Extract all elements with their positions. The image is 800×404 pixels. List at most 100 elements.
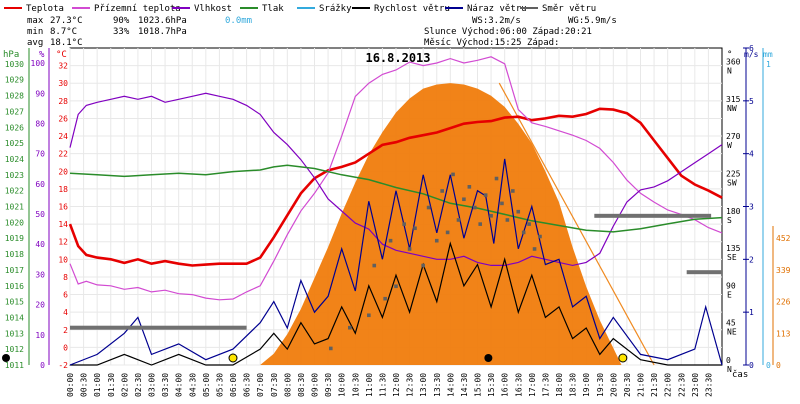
axes: 00:00 00:30 01:00 01:30 02:00 02:30 03:00 03:30… — [5, 44, 791, 397]
y-tick-direction-name: W — [727, 141, 732, 150]
y-tick-temperature: 6 — [63, 291, 68, 300]
wind-direction-point — [407, 247, 412, 251]
y-tick-temperature: 18 — [58, 185, 68, 194]
y-tick-pressure: 1024 — [5, 155, 24, 164]
wind-direction-point — [456, 218, 461, 222]
x-tick-label: 04:30 — [188, 373, 197, 397]
y-tick-temperature: 28 — [58, 97, 68, 106]
y-tick-pressure: 1014 — [5, 313, 24, 322]
x-tick-label: 10:30 — [351, 373, 360, 397]
wind-direction-point — [426, 205, 431, 210]
y-tick-direction-name: NW — [727, 104, 737, 113]
y-tick-wind: 6 — [749, 44, 754, 53]
direction-bar — [594, 213, 712, 218]
legend: Teplota Přízemní teplota Vlhkost Tlak Srážky… — [4, 4, 596, 14]
y-tick-pressure: 1029 — [5, 76, 24, 85]
x-tick-label: 20:00 — [609, 373, 618, 397]
wind-direction-point — [511, 189, 515, 193]
x-tick-label: 21:30 — [650, 373, 659, 397]
y-tick-pressure: 1012 — [5, 345, 24, 354]
axis-unit-pressure: hPa — [3, 50, 19, 60]
wind-direction-point — [451, 172, 455, 177]
y-tick-direction: 270 — [726, 132, 741, 141]
chart-title: 16.8.2013 — [365, 51, 430, 65]
axis-unit-direction: ° — [727, 50, 732, 60]
x-tick-label: 06:30 — [243, 373, 252, 397]
y-tick-pressure: 1013 — [5, 329, 24, 338]
x-tick-label: 15:30 — [487, 373, 496, 397]
y-tick-pressure: 1017 — [5, 266, 24, 275]
x-tick-label: 14:00 — [446, 373, 455, 397]
x-tick-label: 12:00 — [392, 373, 401, 397]
wind-direction-point — [440, 189, 444, 193]
series-lines — [68, 56, 723, 366]
x-tick-label: 00:30 — [80, 373, 89, 397]
y-tick-humidity: 90 — [35, 89, 45, 98]
x-tick-label: 05:30 — [215, 373, 224, 397]
legend-label: Náraz větru — [467, 4, 527, 14]
y-tick-humidity: 30 — [35, 270, 45, 279]
radiation-area — [260, 82, 655, 366]
y-tick-wind: 3 — [749, 203, 754, 212]
wind-direction-point — [516, 209, 521, 214]
legend-label: Teplota — [26, 4, 64, 14]
stat-max-label: max — [27, 16, 44, 26]
y-tick-temperature: 12 — [58, 238, 68, 247]
y-tick-pressure: 1019 — [5, 234, 24, 243]
wind-direction-point — [388, 238, 393, 243]
x-tick-label: 07:00 — [256, 373, 265, 397]
x-tick-label: 03:00 — [148, 373, 157, 397]
axis-unit-wind: m/s — [744, 50, 759, 59]
series-line — [69, 164, 723, 233]
direction-bar — [686, 270, 722, 275]
wind-direction-point — [394, 284, 398, 289]
y-tick-temperature: 2 — [63, 326, 68, 335]
stat-min-temp: 8.7°C — [50, 27, 77, 37]
x-tick-label: 16:00 — [501, 373, 510, 397]
sunrise-icon — [228, 353, 238, 363]
stat-min-label: min — [27, 27, 43, 37]
y-tick-pressure: 1022 — [5, 187, 24, 196]
wind-direction-point — [329, 346, 333, 351]
stat-max-hum: 90% — [113, 16, 130, 26]
y-tick-direction: 45 — [726, 319, 736, 328]
y-tick-pressure: 1016 — [5, 282, 24, 291]
stat-ws: WS:3.2m/s — [472, 16, 521, 26]
moonrise-icon — [484, 354, 493, 362]
y-tick-pressure: 1015 — [5, 298, 24, 307]
y-tick-humidity: 40 — [35, 240, 45, 249]
stat-max-rain: 0.0mm — [225, 16, 252, 26]
x-tick-label: 18:00 — [555, 373, 564, 397]
x-tick-label: 07:30 — [270, 373, 279, 397]
y-tick-temperature: 26 — [58, 114, 68, 123]
series-line — [68, 107, 723, 267]
y-tick-humidity: 70 — [35, 150, 45, 159]
x-tick-label: 13:00 — [419, 373, 428, 397]
y-tick-temperature: 8 — [63, 273, 68, 282]
x-tick-label: 04:00 — [175, 373, 184, 397]
wind-direction-point — [489, 214, 493, 218]
wind-direction-point — [462, 197, 466, 202]
y-tick-direction-name: E — [727, 290, 732, 299]
x-tick-label: 14:30 — [460, 373, 469, 397]
y-tick-direction: 90 — [726, 281, 736, 290]
axis-unit-humidity: % — [39, 50, 45, 60]
x-tick-label: 16:30 — [514, 373, 523, 397]
y-tick-direction-name: SW — [727, 179, 737, 188]
wind-direction-point — [538, 234, 542, 239]
y-tick-pressure: 1027 — [5, 107, 24, 116]
stat-min-press: 1018.7hPa — [138, 27, 187, 37]
radiation-theoretical-line — [498, 82, 655, 366]
x-tick-label: 01:30 — [107, 373, 116, 397]
x-tick-label: 17:00 — [528, 373, 537, 397]
x-tick-label: 01:00 — [93, 373, 102, 397]
series-line — [70, 241, 722, 366]
wind-direction-point — [478, 222, 483, 226]
y-tick-humidity: 0 — [40, 361, 45, 370]
wind-direction-point — [367, 313, 371, 318]
y-tick-pressure: 1011 — [5, 361, 24, 370]
x-tick-label: 13:30 — [433, 373, 442, 397]
wind-direction-point — [521, 230, 526, 235]
wind-direction-point — [421, 263, 425, 268]
legend-label: Srážky — [319, 4, 352, 14]
